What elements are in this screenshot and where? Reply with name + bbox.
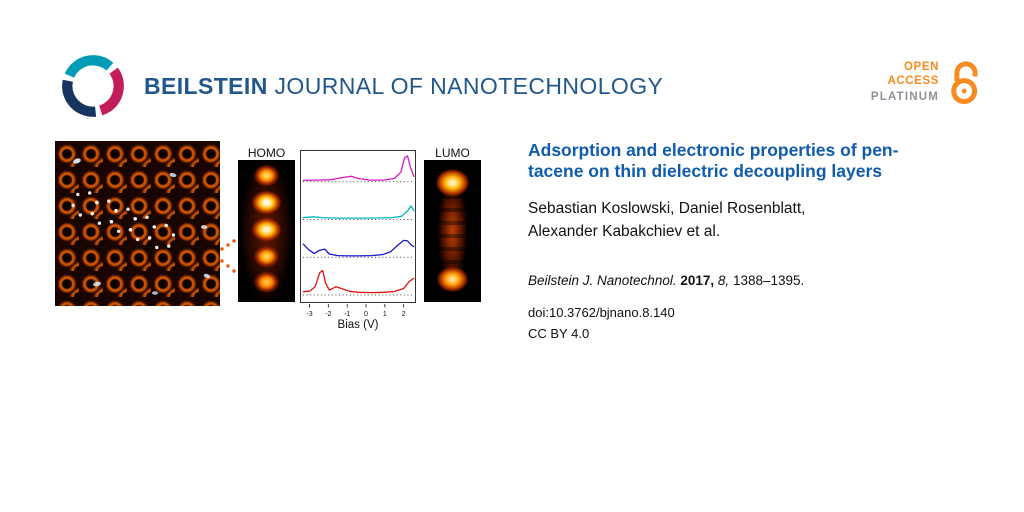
article-title-line1: Adsorption and electronic properties of … <box>528 140 899 160</box>
homo-label: HOMO <box>247 146 286 160</box>
article-title[interactable]: Adsorption and electronic properties of … <box>528 140 998 182</box>
stm-overlay <box>71 158 211 295</box>
authors-line2: Alexander Kabakchiev et al. <box>528 223 721 241</box>
open-access-badge: OPEN ACCESS PLATINUM <box>871 58 986 106</box>
spectra-panel <box>300 150 416 303</box>
bias-axis-label: Bias (V) <box>337 319 379 331</box>
stm-honeycomb-image <box>55 141 220 306</box>
open-access-line2: ACCESS <box>887 74 939 87</box>
citation-year: 2017, <box>680 273 715 288</box>
svg-text:-1: -1 <box>344 311 350 318</box>
dotted-connector <box>220 239 236 273</box>
citation-volume: 8, <box>717 273 730 288</box>
beilstein-logo-icon <box>62 55 124 117</box>
article-citation: Beilstein J. Nanotechnol. 2017, 8, 1388–… <box>528 273 804 288</box>
brand: BEILSTEIN JOURNAL OF NANOTECHNOLOGY <box>57 50 663 122</box>
spectra-plot <box>302 155 415 296</box>
article-doi[interactable]: doi:10.3762/bjnano.8.140 <box>528 305 675 320</box>
open-lock-icon <box>951 61 978 105</box>
svg-text:2: 2 <box>402 311 406 318</box>
citation-journal: Beilstein J. Nanotechnol. <box>528 273 677 288</box>
svg-text:1: 1 <box>383 311 387 318</box>
journal-name-rest: JOURNAL OF NANOTECHNOLOGY <box>274 72 664 99</box>
open-access-line3: PLATINUM <box>870 90 939 103</box>
lumo-label: LUMO <box>435 146 470 160</box>
article-license: CC BY 4.0 <box>528 326 590 341</box>
lumo-orbital-image <box>424 160 481 302</box>
svg-text:-2: -2 <box>325 311 331 318</box>
open-access-text: OPEN ACCESS PLATINUM <box>871 61 939 104</box>
journal-name: BEILSTEIN JOURNAL OF NANOTECHNOLOGY <box>144 73 663 100</box>
pentacene-outline-dots <box>71 191 176 250</box>
article-title-line2: tacene on thin dielectric decoupling lay… <box>528 161 882 181</box>
citation-pages: 1388–1395. <box>732 273 805 288</box>
svg-text:0: 0 <box>364 311 368 318</box>
defect-spots <box>73 158 211 295</box>
spectra-axis: -3 -2 -1 0 1 2 <box>306 304 406 318</box>
authors-line1: Sebastian Koslowski, Daniel Rosenblatt, <box>528 200 806 217</box>
journal-name-bold: BEILSTEIN <box>144 72 268 99</box>
homo-orbital-image <box>238 160 295 302</box>
open-access-line1: OPEN <box>904 61 939 73</box>
article-authors: Sebastian Koslowski, Daniel Rosenblatt, … <box>528 197 998 244</box>
svg-text:-3: -3 <box>306 311 312 318</box>
